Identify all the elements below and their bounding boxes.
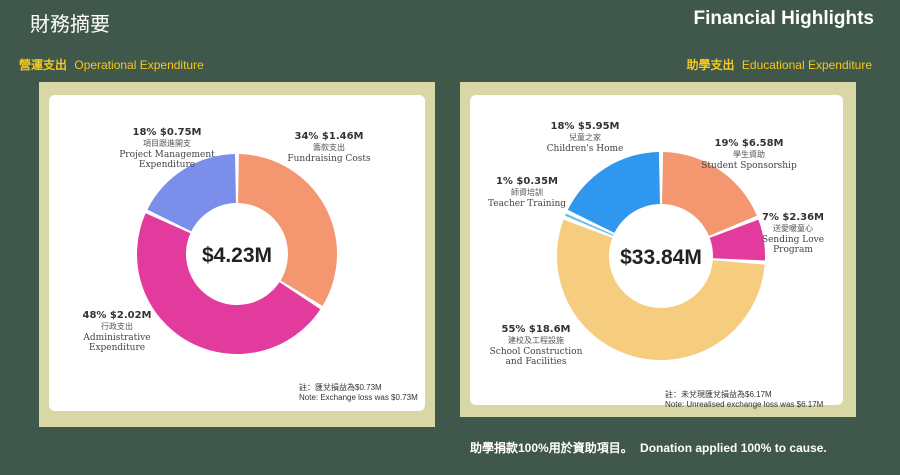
- operational-slice-value-2: 18% $0.75M: [133, 127, 202, 138]
- educational-slice-value-0: 19% $6.58M: [715, 138, 784, 149]
- operational-label-zh: 營運支出: [19, 58, 68, 72]
- educational-slice-name-en-1-1: Program: [773, 245, 813, 255]
- educational-slice-name-en-4-0: Children's Home: [547, 144, 624, 154]
- educational-note-zh: 註：未兌現匯兌損益為$6.17M: [665, 390, 772, 399]
- operational-slice-name-zh-2: 項目跟進開支: [143, 138, 191, 148]
- educational-slice-2: [557, 219, 765, 360]
- operational-note-zh: 註：匯兌損益為$0.73M: [299, 383, 382, 392]
- operational-center-total: $4.23M: [202, 244, 272, 267]
- educational-label-en: Educational Expenditure: [741, 58, 872, 72]
- operational-slice-name-zh-1: 行政支出: [101, 321, 133, 331]
- educational-card: 19% $6.58M 學生資助 Student Sponsorship 7% $2.3…: [470, 95, 843, 409]
- educational-center-total: $33.84M: [620, 246, 702, 269]
- operational-slice-1: [136, 213, 321, 355]
- educational-section-label: 助學支出 Educational Expenditure: [687, 56, 872, 73]
- operational-slice-value-1: 48% $2.02M: [83, 310, 152, 321]
- educational-slice-name-en-2-1: and Facilities: [506, 357, 567, 367]
- operational-section-label: 營運支出 Operational Expenditure: [19, 56, 204, 73]
- educational-slice-name-zh-1: 送愛暖童心: [773, 223, 813, 233]
- page-title-en: Financial Highlights: [693, 8, 874, 29]
- operational-slice-0: [238, 154, 337, 306]
- educational-slice-name-zh-0: 學生資助: [733, 149, 765, 159]
- educational-slice-name-zh-2: 建校及工程設施: [508, 335, 564, 345]
- operational-card: 34% $1.46M 籌款支出 Fundraising Costs 48% $2.02…: [49, 95, 425, 411]
- operational-slice-name-en-1-0: Administrative: [82, 333, 150, 343]
- footer-note: 助學捐款100%用於資助項目。 Donation applied 100% to…: [470, 439, 827, 456]
- educational-note-en: Note: Unrealised exchange loss was $6.17…: [665, 400, 824, 409]
- operational-slice-name-en-0-0: Fundraising Costs: [287, 154, 371, 164]
- operational-slice-name-en-2-1: Expenditure: [139, 160, 195, 170]
- educational-slice-name-zh-3: 師資培訓: [511, 187, 543, 197]
- operational-note: 註：匯兌損益為$0.73M Note: Exchange loss was $0…: [299, 383, 418, 403]
- educational-panel: 19% $6.58M 學生資助 Student Sponsorship 7% $2.3…: [460, 82, 856, 417]
- educational-note: 註：未兌現匯兌損益為$6.17M Note: Unrealised exchan…: [665, 390, 823, 410]
- operational-label-en: Operational Expenditure: [74, 58, 204, 72]
- educational-slice-value-2: 55% $18.6M: [502, 324, 571, 335]
- operational-note-en: Note: Exchange loss was $0.73M: [299, 393, 418, 402]
- educational-slice-name-en-0-0: Student Sponsorship: [701, 161, 797, 171]
- educational-slice-0: [662, 152, 757, 236]
- educational-slice-name-zh-4: 兒童之家: [569, 132, 601, 142]
- educational-label-zh: 助學支出: [686, 58, 735, 72]
- educational-slice-name-en-1-0: Sending Love: [762, 235, 824, 245]
- educational-slice-value-1: 7% $2.36M: [762, 212, 824, 223]
- operational-panel: 34% $1.46M 籌款支出 Fundraising Costs 48% $2.02…: [39, 82, 435, 427]
- footer-note-en: Donation applied 100% to cause.: [640, 441, 827, 455]
- educational-slice-value-4: 18% $5.95M: [551, 121, 620, 132]
- operational-slice-name-zh-0: 籌款支出: [313, 142, 345, 152]
- footer-note-zh: 助學捐款100%用於資助項目。: [470, 441, 633, 455]
- operational-slice-value-0: 34% $1.46M: [295, 131, 364, 142]
- page-title-zh: 財務摘要: [30, 12, 110, 36]
- operational-slice-name-en-1-1: Expenditure: [89, 343, 145, 353]
- operational-slice-name-en-2-0: Project Management: [119, 150, 215, 160]
- operational-slice-2: [147, 154, 236, 232]
- educational-slice-value-3: 1% $0.35M: [496, 176, 558, 187]
- educational-slice-1: [709, 219, 765, 261]
- educational-slice-name-en-3-0: Teacher Training: [488, 199, 566, 209]
- educational-slice-name-en-2-0: School Construction: [490, 347, 583, 357]
- educational-slice-4: [567, 152, 660, 233]
- educational-slice-3: [565, 213, 614, 236]
